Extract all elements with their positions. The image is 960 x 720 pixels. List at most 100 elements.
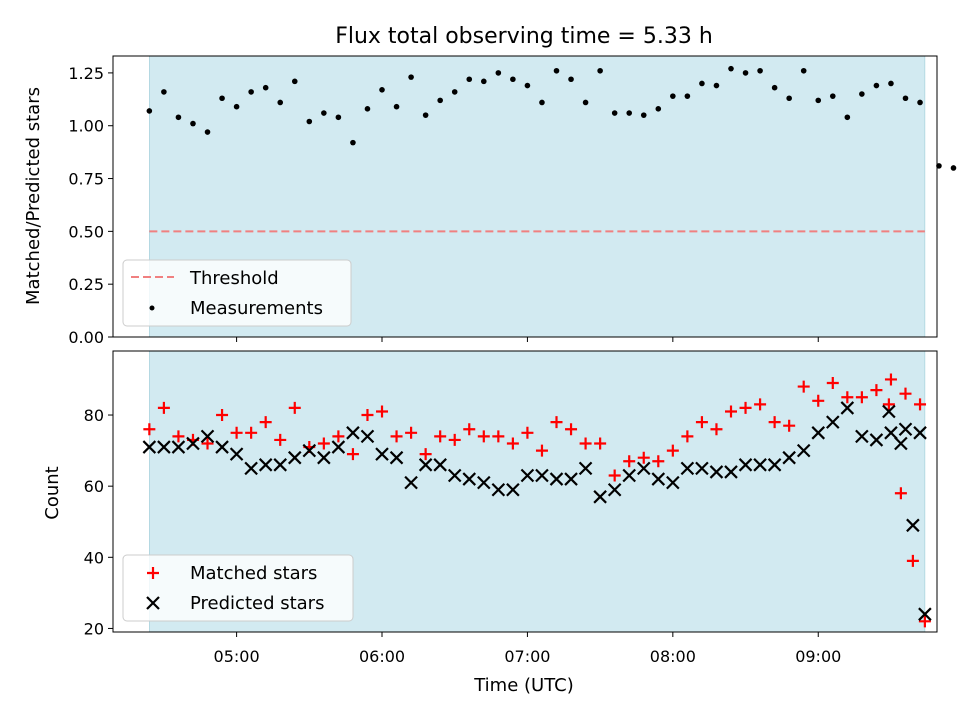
predicted-star-point xyxy=(695,461,709,476)
predicted-star-point xyxy=(898,422,913,437)
measurement-point xyxy=(146,108,153,114)
predicted-legend-label: Predicted stars xyxy=(190,593,324,614)
matched-star-point xyxy=(201,437,214,450)
matched-star-point xyxy=(768,416,781,429)
measurement-point xyxy=(800,67,807,74)
bottom-axes-frame xyxy=(112,350,938,633)
predicted-star-point xyxy=(593,490,607,504)
predicted-star-point xyxy=(535,468,549,483)
measurement-point xyxy=(888,80,894,87)
matched-star-point xyxy=(405,426,418,439)
chart-title: Flux total observing time = 5.33 h xyxy=(335,24,713,49)
y-tick-label: 0.00 xyxy=(68,328,104,347)
measurement-point xyxy=(219,95,225,102)
bottom-y-ticks: 20 40 60 80 xyxy=(84,406,113,638)
matched-star-point xyxy=(390,430,403,443)
predicted-star-point xyxy=(186,436,200,451)
matched-star-point xyxy=(812,394,825,407)
measurement-point xyxy=(175,114,182,121)
measurement-point xyxy=(728,65,734,72)
predicted-star-point xyxy=(200,429,215,444)
measurement-point xyxy=(829,93,836,99)
y-tick-label: 80 xyxy=(84,406,104,425)
top-legend-box xyxy=(122,259,352,327)
predicted-star-point xyxy=(882,404,896,419)
matched-star-point xyxy=(361,409,374,422)
matched-star-point xyxy=(216,409,229,422)
matched-star-point xyxy=(172,430,185,443)
top-legend: Threshold Measurements xyxy=(122,259,352,327)
matched-star-point xyxy=(681,430,694,443)
matched-star-point xyxy=(918,615,931,628)
measurement-point xyxy=(936,163,942,169)
predicted-star-point xyxy=(549,472,564,486)
ratio-panel: 0.00 0.25 0.50 0.75 1.00 1.25 Flux total obse… xyxy=(23,24,957,347)
predicted-star-point xyxy=(477,475,491,490)
matched-star-point xyxy=(652,455,665,468)
measurement-point xyxy=(524,82,531,89)
measurement-point xyxy=(364,106,371,112)
measurement-point xyxy=(379,87,385,93)
matched-star-point xyxy=(288,401,301,414)
predicted-star-point xyxy=(869,433,884,447)
matched-star-point xyxy=(594,437,607,450)
predicted-star-point xyxy=(302,443,317,458)
measurement-point xyxy=(844,114,851,121)
bottom-x-ticks: 05:00 06:00 07:00 08:00 09:00 xyxy=(214,632,841,666)
measurements-points xyxy=(146,65,957,171)
matched-star-point xyxy=(608,469,621,482)
measurement-point xyxy=(393,103,400,110)
matched-star-point xyxy=(623,455,636,468)
matched-star-point xyxy=(882,398,895,411)
predicted-star-point xyxy=(564,472,578,486)
predicted-star-point xyxy=(884,426,898,440)
predicted-star-point xyxy=(894,436,908,451)
top-axes-frame xyxy=(112,55,938,338)
matched-star-point xyxy=(521,426,534,439)
measurement-point xyxy=(408,74,414,80)
measurement-point xyxy=(859,91,865,97)
predicted-star-point xyxy=(215,440,229,454)
matched-star-point xyxy=(579,437,592,450)
predicted-star-point xyxy=(506,482,520,497)
matched-star-point xyxy=(419,448,432,461)
matched-star-point xyxy=(783,419,796,432)
measurement-point xyxy=(553,67,560,74)
matched-star-point xyxy=(332,430,345,443)
x-tick-label: 07:00 xyxy=(504,647,550,666)
y-tick-label: 0.75 xyxy=(68,170,104,189)
matched-star-point xyxy=(894,487,907,500)
predicted-star-point xyxy=(331,440,346,454)
predicted-star-point xyxy=(738,458,753,472)
y-tick-label: 0.50 xyxy=(68,222,104,241)
measurement-point xyxy=(597,67,603,74)
predicted-star-point xyxy=(273,458,288,472)
measurement-point xyxy=(321,110,327,116)
matched-star-point xyxy=(855,391,868,404)
y-tick-label: 60 xyxy=(84,477,104,496)
top-x-ticks xyxy=(236,337,819,342)
matched-star-point xyxy=(870,384,883,397)
measurement-point xyxy=(510,76,516,83)
predicted-star-point xyxy=(913,426,927,440)
measurement-point xyxy=(437,97,443,104)
matched-star-point xyxy=(725,405,737,418)
matched-star-point xyxy=(506,437,519,450)
x-tick-label: 05:00 xyxy=(214,647,260,666)
measurement-point xyxy=(684,93,691,99)
matched-star-point xyxy=(477,430,490,443)
matched-stars-points xyxy=(143,373,931,628)
measurement-point xyxy=(917,99,923,106)
count-panel: 20 40 60 80 05:00 06:00 07:00 08:00 09:00 Time … xyxy=(42,350,938,696)
predicted-star-point xyxy=(360,429,375,444)
measurement-point xyxy=(568,76,574,83)
predicted-star-point xyxy=(607,482,622,497)
x-axis-label: Time (UTC) xyxy=(473,675,574,696)
x-tick-label: 08:00 xyxy=(650,647,696,666)
matched-star-point xyxy=(899,387,912,400)
matched-star-point xyxy=(841,391,854,404)
predicted-star-point xyxy=(244,461,258,476)
measurement-point xyxy=(495,70,502,76)
predicted-stars-points xyxy=(142,401,932,621)
predicted-star-point xyxy=(651,472,666,486)
